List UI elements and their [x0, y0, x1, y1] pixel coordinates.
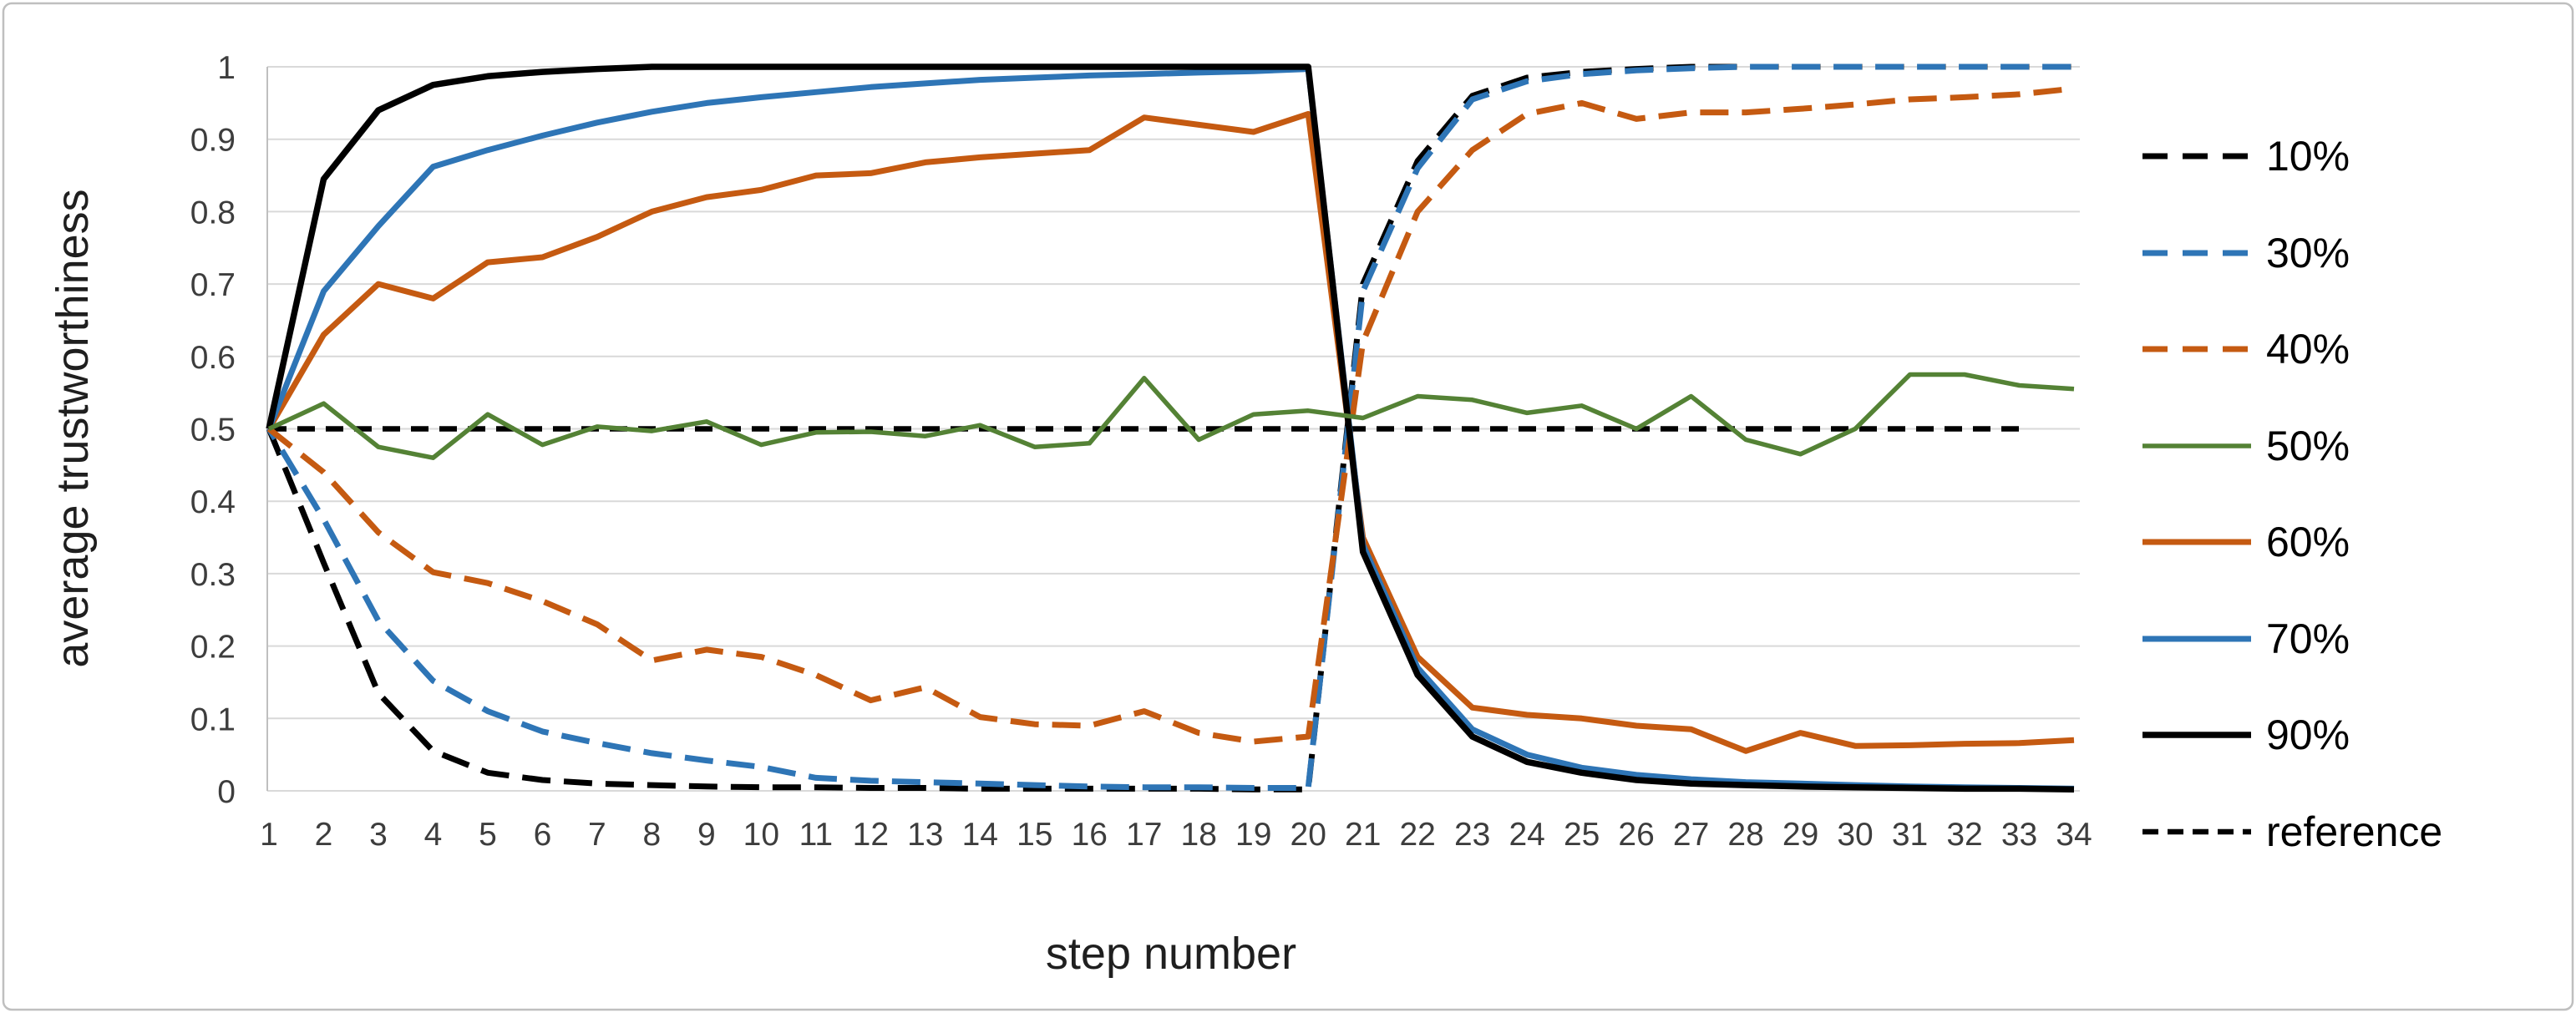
x-tick-label: 18 [1181, 817, 1217, 853]
legend-item-30pct: 30% [2142, 230, 2350, 276]
y-tick-label: 0.3 [190, 557, 236, 593]
y-tick-label: 0.5 [190, 413, 236, 448]
y-tick-label: 0.7 [190, 267, 236, 303]
y-tick-label: 1 [217, 50, 236, 86]
x-tick-label: 32 [1946, 817, 1982, 853]
x-tick-label: 34 [2056, 817, 2092, 853]
x-tick-label: 25 [1564, 817, 1600, 853]
x-tick-label: 12 [853, 817, 889, 853]
x-tick-label: 15 [1017, 817, 1052, 853]
series-layer [266, 63, 2075, 793]
legend-label-40pct: 40% [2266, 326, 2350, 372]
y-tick-label: 0.1 [190, 702, 236, 737]
y-tick-label: 0.6 [190, 340, 236, 376]
legend-label-10pct: 10% [2266, 133, 2350, 180]
y-axis-title: average trustworthiness [48, 189, 98, 667]
x-tick-label: 20 [1291, 817, 1326, 853]
x-tick-label: 11 [799, 817, 834, 853]
legend-item-10pct: 10% [2142, 133, 2350, 180]
legend: 10% 30% 40% 50% 60% 70% 90% reference [2142, 133, 2442, 855]
legend-label-reference: reference [2266, 808, 2442, 855]
x-tick-label: 17 [1126, 817, 1162, 853]
x-tick-label: 6 [534, 817, 552, 853]
x-tick-label: 1 [260, 817, 278, 853]
x-tick-label: 33 [2001, 817, 2037, 853]
x-tick-label: 19 [1235, 817, 1271, 853]
x-tick-label: 4 [424, 817, 443, 853]
x-axis-title: step number [1046, 929, 1296, 979]
x-tick-label: 2 [315, 817, 333, 853]
legend-label-30pct: 30% [2266, 230, 2350, 276]
y-tick-label: 0.8 [190, 195, 236, 230]
series-line-90pct [266, 63, 2075, 793]
x-tick-label: 21 [1345, 817, 1381, 853]
x-tick-label: 13 [907, 817, 943, 853]
x-tick-label: 10 [743, 817, 779, 853]
legend-item-90pct: 90% [2142, 712, 2350, 758]
x-tick-label: 14 [962, 817, 998, 853]
x-tick-label: 5 [479, 817, 497, 853]
series-line-60pct [266, 110, 2075, 754]
x-tick-label: 30 [1837, 817, 1873, 853]
legend-item-70pct: 70% [2142, 615, 2350, 662]
y-tick-label: 0.4 [190, 484, 236, 520]
x-tick-label: 3 [369, 817, 388, 853]
tick-layer: 00.10.20.30.40.50.60.70.80.911 2 3 4 5 6 7 8 9 10… [190, 50, 2092, 853]
y-tick-label: 0 [217, 774, 236, 810]
legend-label-50pct: 50% [2266, 423, 2350, 469]
x-tick-label: 23 [1454, 817, 1490, 853]
x-tick-label: 22 [1399, 817, 1435, 853]
y-tick-label: 0.2 [190, 630, 236, 666]
x-tick-label: 8 [643, 817, 662, 853]
x-tick-label: 24 [1509, 817, 1544, 853]
x-tick-label: 9 [697, 817, 716, 853]
x-tick-label: 29 [1782, 817, 1818, 853]
series-line-30pct [266, 63, 2074, 791]
x-tick-label: 28 [1727, 817, 1763, 853]
legend-label-90pct: 90% [2266, 712, 2350, 758]
legend-label-60pct: 60% [2266, 519, 2350, 565]
legend-item-50pct: 50% [2142, 423, 2350, 469]
x-tick-label: 27 [1673, 817, 1709, 853]
legend-item-reference: reference [2142, 808, 2442, 855]
series-line-40pct [266, 85, 2075, 745]
y-tick-label: 0.9 [190, 123, 236, 159]
legend-label-70pct: 70% [2266, 615, 2350, 662]
x-tick-label: 31 [1892, 817, 1928, 853]
series-line-50pct [267, 372, 2075, 460]
x-tick-label: 16 [1072, 817, 1108, 853]
x-tick-label: 7 [588, 817, 606, 853]
legend-item-60pct: 60% [2142, 519, 2350, 565]
legend-item-40pct: 40% [2142, 326, 2350, 372]
x-tick-label: 26 [1618, 817, 1654, 853]
